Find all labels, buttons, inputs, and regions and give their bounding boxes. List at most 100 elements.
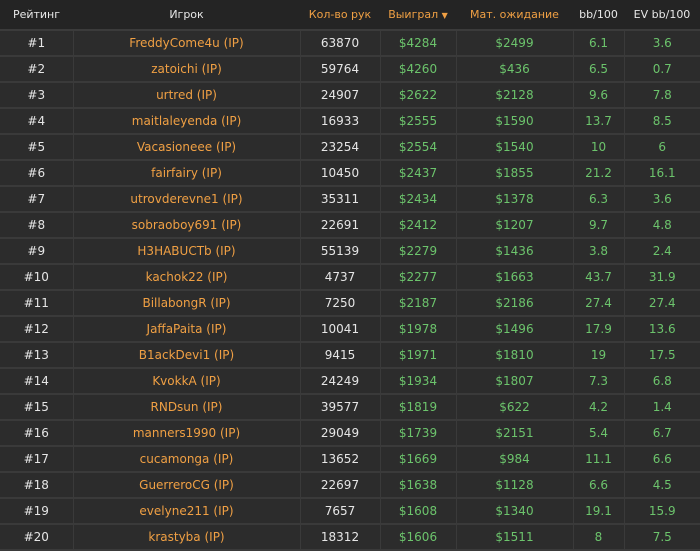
player-link[interactable]: fairfairy (IP)	[72, 160, 300, 187]
header-hands[interactable]: Кол-во рук	[300, 0, 380, 31]
won-cell: $2437	[379, 160, 456, 187]
ev-cell: $1496	[455, 316, 573, 343]
rank-cell: #17	[0, 446, 73, 473]
hands-cell: 4737	[299, 264, 380, 291]
player-link[interactable]: urtred (IP)	[72, 82, 300, 109]
won-cell: $2555	[379, 108, 456, 135]
won-cell: $4260	[379, 56, 456, 83]
header-player[interactable]: Игрок	[73, 0, 300, 31]
player-link[interactable]: FreddyCome4u (IP)	[72, 30, 300, 57]
hands-cell: 13652	[299, 446, 380, 473]
player-link[interactable]: Vacasioneee (IP)	[72, 134, 300, 161]
won-cell: $2277	[379, 264, 456, 291]
hands-cell: 23254	[299, 134, 380, 161]
bb100-cell: 43.7	[572, 264, 624, 291]
ev-cell: $1207	[455, 212, 573, 239]
evbb100-cell: 3.6	[623, 30, 700, 57]
player-link[interactable]: BillabongR (IP)	[72, 290, 300, 317]
ev-cell: $2186	[455, 290, 573, 317]
ev-cell: $2151	[455, 420, 573, 447]
player-link[interactable]: sobraoboy691 (IP)	[72, 212, 300, 239]
evbb100-cell: 3.6	[623, 186, 700, 213]
caret-down-icon: ▼	[441, 11, 448, 20]
table-row: #2 zatoichi (IP) 59764 $4260 $436 6.5 0.7	[0, 56, 700, 83]
rank-cell: #3	[0, 82, 73, 109]
rank-cell: #12	[0, 316, 73, 343]
player-link[interactable]: B1ackDevi1 (IP)	[72, 342, 300, 369]
ev-cell: $1511	[455, 524, 573, 551]
bb100-cell: 5.4	[572, 420, 624, 447]
won-cell: $2412	[379, 212, 456, 239]
evbb100-cell: 13.6	[623, 316, 700, 343]
won-cell: $1638	[379, 472, 456, 499]
rank-cell: #2	[0, 56, 73, 83]
player-link[interactable]: KvokkA (IP)	[72, 368, 300, 395]
header-won[interactable]: Выиграл ▼	[380, 0, 456, 31]
player-link[interactable]: RNDsun (IP)	[72, 394, 300, 421]
table-row: #19 evelyne211 (IP) 7657 $1608 $1340 19.1 15.9	[0, 498, 700, 525]
ev-cell: $1128	[455, 472, 573, 499]
table-row: #1 FreddyCome4u (IP) 63870 $4284 $2499 6.1 3.6	[0, 30, 700, 57]
header-won-label: Выиграл	[388, 8, 439, 21]
evbb100-cell: 31.9	[623, 264, 700, 291]
won-cell: $2279	[379, 238, 456, 265]
ev-cell: $1378	[455, 186, 573, 213]
player-link[interactable]: manners1990 (IP)	[72, 420, 300, 447]
bb100-cell: 27.4	[572, 290, 624, 317]
won-cell: $4284	[379, 30, 456, 57]
hands-cell: 63870	[299, 30, 380, 57]
table-row: #12 JaffaPaita (IP) 10041 $1978 $1496 17.9 13.…	[0, 316, 700, 343]
table-row: #8 sobraoboy691 (IP) 22691 $2412 $1207 9.7 4.8	[0, 212, 700, 239]
header-bb100[interactable]: bb/100	[573, 0, 624, 31]
header-evbb100[interactable]: EV bb/100	[624, 0, 700, 31]
table-row: #4 maitlaleyenda (IP) 16933 $2555 $1590 13.7 8…	[0, 108, 700, 135]
player-link[interactable]: JaffaPaita (IP)	[72, 316, 300, 343]
rank-cell: #15	[0, 394, 73, 421]
player-link[interactable]: GuerreroCG (IP)	[72, 472, 300, 499]
header-ev[interactable]: Мат. ожидание	[456, 0, 573, 31]
ev-cell: $1663	[455, 264, 573, 291]
hands-cell: 24249	[299, 368, 380, 395]
player-link[interactable]: utrovderevne1 (IP)	[72, 186, 300, 213]
player-link[interactable]: H3HABUCTb (IP)	[72, 238, 300, 265]
header-row: Рейтинг Игрок Кол-во рук Выиграл ▼ Мат. …	[0, 0, 700, 31]
rank-cell: #5	[0, 134, 73, 161]
hands-cell: 22697	[299, 472, 380, 499]
rank-cell: #10	[0, 264, 73, 291]
rank-cell: #20	[0, 524, 73, 551]
player-link[interactable]: zatoichi (IP)	[72, 56, 300, 83]
table-row: #14 KvokkA (IP) 24249 $1934 $1807 7.3 6.8	[0, 368, 700, 395]
player-link[interactable]: krastyba (IP)	[72, 524, 300, 551]
table-row: #5 Vacasioneee (IP) 23254 $2554 $1540 10 6	[0, 134, 700, 161]
rank-cell: #9	[0, 238, 73, 265]
player-link[interactable]: evelyne211 (IP)	[72, 498, 300, 525]
ev-cell: $2128	[455, 82, 573, 109]
player-link[interactable]: cucamonga (IP)	[72, 446, 300, 473]
evbb100-cell: 2.4	[623, 238, 700, 265]
won-cell: $1669	[379, 446, 456, 473]
evbb100-cell: 8.5	[623, 108, 700, 135]
bb100-cell: 6.6	[572, 472, 624, 499]
player-link[interactable]: kachok22 (IP)	[72, 264, 300, 291]
table-row: #20 krastyba (IP) 18312 $1606 $1511 8 7.5	[0, 524, 700, 551]
won-cell: $1934	[379, 368, 456, 395]
evbb100-cell: 4.8	[623, 212, 700, 239]
table-row: #11 BillabongR (IP) 7250 $2187 $2186 27.4 27.4	[0, 290, 700, 317]
bb100-cell: 10	[572, 134, 624, 161]
rank-cell: #4	[0, 108, 73, 135]
bb100-cell: 19.1	[572, 498, 624, 525]
rank-cell: #1	[0, 30, 73, 57]
bb100-cell: 21.2	[572, 160, 624, 187]
bb100-cell: 6.1	[572, 30, 624, 57]
player-link[interactable]: maitlaleyenda (IP)	[72, 108, 300, 135]
ev-cell: $1436	[455, 238, 573, 265]
bb100-cell: 3.8	[572, 238, 624, 265]
rank-cell: #8	[0, 212, 73, 239]
table-row: #3 urtred (IP) 24907 $2622 $2128 9.6 7.8	[0, 82, 700, 109]
hands-cell: 16933	[299, 108, 380, 135]
evbb100-cell: 16.1	[623, 160, 700, 187]
header-rank[interactable]: Рейтинг	[0, 0, 73, 31]
won-cell: $1739	[379, 420, 456, 447]
hands-cell: 10450	[299, 160, 380, 187]
hands-cell: 35311	[299, 186, 380, 213]
